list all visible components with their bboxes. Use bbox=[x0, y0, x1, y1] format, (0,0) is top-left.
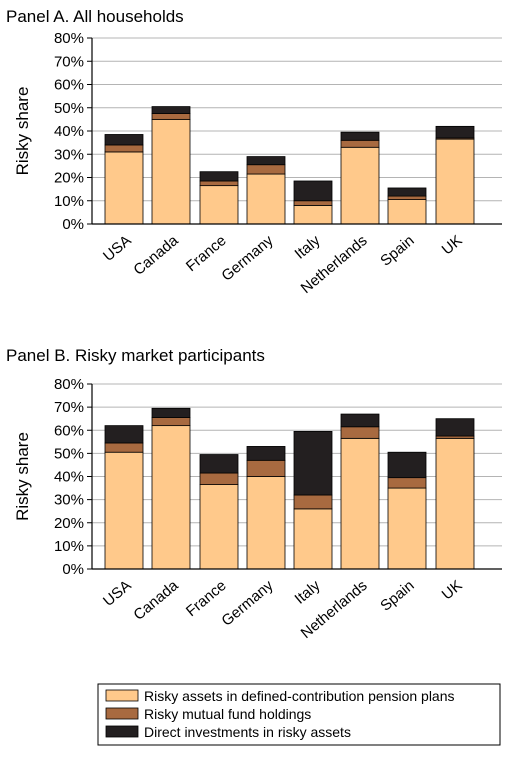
bar-usa-series-1 bbox=[104, 144, 144, 153]
bar-germany-series-1 bbox=[246, 459, 286, 477]
bar-italy-series-2 bbox=[293, 431, 333, 496]
x-tick-label-canada: Canada bbox=[130, 232, 182, 279]
bar-germany-series-2 bbox=[246, 446, 286, 461]
bar-usa-series-1 bbox=[104, 442, 144, 453]
panel-title: Panel B. Risky market participants bbox=[6, 346, 265, 365]
bar-germany-series-2 bbox=[246, 156, 286, 166]
panel-b: Panel B. Risky market participants 0% 10% 2… bbox=[6, 346, 502, 642]
y-tick-label: 70% bbox=[54, 399, 84, 416]
bar-canada-series-0 bbox=[151, 425, 191, 570]
bar-spain-series-1 bbox=[387, 477, 427, 489]
x-tick-label-italy: Italy bbox=[292, 232, 324, 263]
x-tick-label-usa: USA bbox=[100, 232, 135, 265]
legend-label-0: Risky assets in defined-contribution pen… bbox=[144, 688, 455, 704]
panel-a: Panel A. All households 0% 10% 20% 30% 40% 50%… bbox=[6, 7, 502, 297]
y-tick-label: 60% bbox=[54, 77, 84, 94]
bar-netherlands-series-1 bbox=[340, 426, 380, 439]
y-tick-label: 30% bbox=[54, 492, 84, 509]
bar-france-series-0 bbox=[199, 484, 239, 570]
bar-france-series-1 bbox=[199, 472, 239, 485]
y-tick-label: 50% bbox=[54, 100, 84, 117]
bar-germany-series-1 bbox=[246, 164, 286, 175]
bar-canada-series-0 bbox=[151, 118, 191, 225]
bar-canada-series-1 bbox=[151, 417, 191, 427]
bar-italy-series-1 bbox=[293, 494, 333, 510]
y-tick-label: 40% bbox=[54, 469, 84, 486]
bar-france-series-2 bbox=[199, 171, 239, 182]
bar-usa-series-2 bbox=[104, 134, 144, 146]
bar-spain-series-0 bbox=[387, 487, 427, 570]
y-tick-label: 0% bbox=[62, 216, 84, 233]
bar-italy-series-0 bbox=[293, 508, 333, 570]
x-tick-label-germany: Germany bbox=[218, 577, 277, 630]
y-tick-label: 30% bbox=[54, 146, 84, 163]
legend: Risky assets in defined-contribution pen… bbox=[97, 683, 501, 746]
bar-france-series-1 bbox=[199, 180, 239, 187]
x-tick-label-canada: Canada bbox=[130, 577, 182, 624]
bar-spain-series-1 bbox=[387, 195, 427, 200]
bar-usa-series-2 bbox=[104, 425, 144, 444]
panel-title: Panel A. All households bbox=[6, 7, 184, 26]
legend-swatch-0 bbox=[105, 689, 139, 702]
bar-germany-series-0 bbox=[246, 476, 286, 570]
bar-usa-series-0 bbox=[104, 151, 144, 225]
legend-label-1: Risky mutual fund holdings bbox=[144, 706, 311, 722]
bar-netherlands-series-0 bbox=[340, 146, 380, 225]
y-tick-label: 20% bbox=[54, 515, 84, 532]
bar-netherlands-series-2 bbox=[340, 131, 380, 141]
x-tick-label-spain: Spain bbox=[377, 232, 417, 270]
y-tick-label: 80% bbox=[54, 376, 84, 393]
y-tick-label: 10% bbox=[54, 538, 84, 555]
legend-box bbox=[97, 683, 501, 746]
bar-spain-series-2 bbox=[387, 187, 427, 197]
bar-uk-series-2 bbox=[435, 418, 475, 437]
bar-uk-series-2 bbox=[435, 125, 475, 139]
bar-spain-series-0 bbox=[387, 199, 427, 225]
legend-swatch-2 bbox=[105, 725, 139, 738]
bar-italy-series-0 bbox=[293, 204, 333, 225]
y-tick-label: 20% bbox=[54, 170, 84, 187]
bar-netherlands-series-0 bbox=[340, 437, 380, 570]
bar-italy-series-1 bbox=[293, 200, 333, 206]
x-tick-label-germany: Germany bbox=[218, 232, 277, 285]
y-tick-label: 60% bbox=[54, 422, 84, 439]
bar-usa-series-0 bbox=[104, 451, 144, 570]
bar-spain-series-2 bbox=[387, 451, 427, 479]
y-tick-label: 50% bbox=[54, 445, 84, 462]
y-axis-label: Risky share bbox=[13, 87, 32, 176]
y-tick-label: 0% bbox=[62, 561, 84, 578]
legend-swatch-1 bbox=[105, 707, 139, 720]
bar-netherlands-series-2 bbox=[340, 413, 380, 428]
x-tick-label-usa: USA bbox=[100, 577, 135, 610]
x-tick-label-uk: UK bbox=[439, 577, 466, 603]
bar-germany-series-0 bbox=[246, 173, 286, 225]
bar-uk-series-0 bbox=[435, 437, 475, 570]
bar-france-series-0 bbox=[199, 185, 239, 225]
bar-netherlands-series-1 bbox=[340, 139, 380, 148]
bar-canada-series-2 bbox=[151, 407, 191, 418]
y-axis-label: Risky share bbox=[13, 432, 32, 521]
y-tick-label: 40% bbox=[54, 123, 84, 140]
bar-canada-series-1 bbox=[151, 113, 191, 120]
y-tick-label: 80% bbox=[54, 30, 84, 47]
y-tick-label: 10% bbox=[54, 193, 84, 210]
bar-canada-series-2 bbox=[151, 106, 191, 114]
bar-france-series-2 bbox=[199, 454, 239, 474]
bar-italy-series-2 bbox=[293, 180, 333, 202]
x-tick-label-italy: Italy bbox=[292, 577, 324, 608]
x-tick-label-uk: UK bbox=[439, 232, 466, 258]
bar-uk-series-0 bbox=[435, 138, 475, 225]
x-tick-label-spain: Spain bbox=[377, 577, 417, 615]
legend-label-2: Direct investments in risky assets bbox=[144, 724, 351, 740]
y-tick-label: 70% bbox=[54, 53, 84, 70]
